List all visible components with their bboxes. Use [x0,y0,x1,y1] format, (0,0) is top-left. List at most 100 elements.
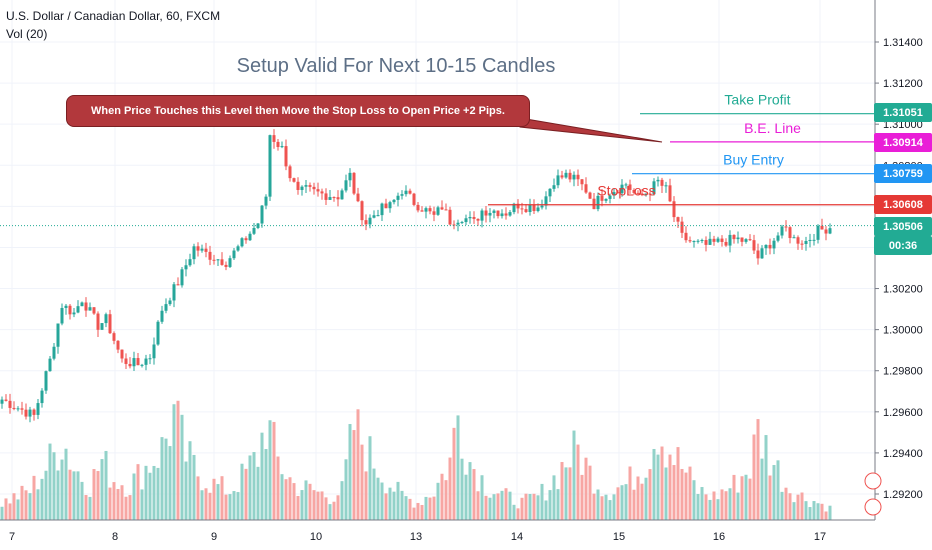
volume-bar [256,466,260,520]
volume-bar [584,457,588,520]
candle-body [64,305,68,308]
volume-bar [752,434,756,520]
candle-body [508,212,512,216]
volume-bar [316,491,320,520]
price-tick-label: 1.31000 [883,119,923,131]
candle-body [224,264,228,267]
volume-bar [212,478,216,520]
volume-bar [492,494,496,520]
volume-bar [664,467,668,520]
time-tick-label: 15 [613,531,625,543]
candle-body [4,399,8,401]
candle-body [216,259,220,261]
volume-bar [768,475,772,520]
candle-body [812,239,816,241]
volume-bar [72,471,76,520]
candle-body [332,197,336,199]
candle-body [624,184,628,186]
candle-body [396,195,400,200]
volume-bar [248,455,252,520]
candle-body [404,190,408,195]
candle-body [524,209,528,213]
volume-bar [348,424,352,520]
candle-body [608,195,612,199]
candle-body [320,191,324,194]
volume-bar [52,452,56,520]
candle-body [552,185,556,189]
candle-body [336,197,340,200]
candle-body [604,198,608,201]
candle-body [596,195,600,210]
candle-body [620,184,624,194]
volume-bar [372,468,376,520]
candle-body [372,215,376,218]
candle-body [32,409,36,415]
candle-body [272,135,276,142]
volume-bar [180,414,184,520]
candle-body [436,207,440,215]
volume-bar [204,488,208,520]
price-tick-label: 1.30200 [883,284,923,296]
volume-bar [84,495,88,520]
candle-body [764,244,768,249]
candle-body [684,232,688,241]
candle-body [504,213,508,216]
candle-body [476,218,480,221]
candle-body [708,238,712,245]
volume-bar [16,499,20,520]
candle-body [724,241,728,246]
candle-body [104,314,108,324]
volume-bar [568,467,572,520]
candle-body [140,364,144,366]
time-tick-label: 16 [713,531,725,543]
candle-body [232,250,236,259]
volume-bar [712,491,716,520]
volume-bar [740,476,744,520]
volume-bar [40,478,44,520]
candle-body [676,217,680,222]
candle-body [84,302,88,311]
candle-body [248,233,252,241]
candle-body [816,225,820,240]
volume-bar [244,468,248,520]
candle-body [252,227,256,234]
volume-bar [364,471,368,520]
candle-body [160,310,164,322]
time-tick-label: 10 [310,531,322,543]
candle-body [428,208,432,212]
candle-body [360,201,364,221]
volume-bar [116,489,120,520]
candle-body [776,235,780,241]
candle-body [120,349,124,359]
volume-bar [56,470,60,520]
candle-body [440,207,444,210]
time-tick-label: 9 [211,531,217,543]
candle-body [368,217,372,225]
candle-body [584,184,588,193]
candle-body [748,239,752,241]
candle-body [408,190,412,194]
volume-bar [772,465,776,520]
volume-bar [620,485,624,520]
candle-body [472,217,476,219]
volume-bar [524,493,528,520]
volume-bar [816,503,820,520]
volume-bar [604,494,608,520]
candle-body [116,340,120,350]
candle-body [760,248,764,259]
volume-bar [728,488,732,520]
candle-body [500,213,504,217]
candle-body [452,224,456,226]
volume-bar [320,491,324,520]
volume-bar [60,459,64,520]
candle-body [44,371,48,391]
candle-body [680,221,684,233]
volume-bar [96,471,100,520]
candle-body [288,166,292,179]
volume-bar [112,482,116,520]
volume-bar [788,493,792,520]
volume-bar [188,441,192,520]
volume-bar [576,444,580,520]
